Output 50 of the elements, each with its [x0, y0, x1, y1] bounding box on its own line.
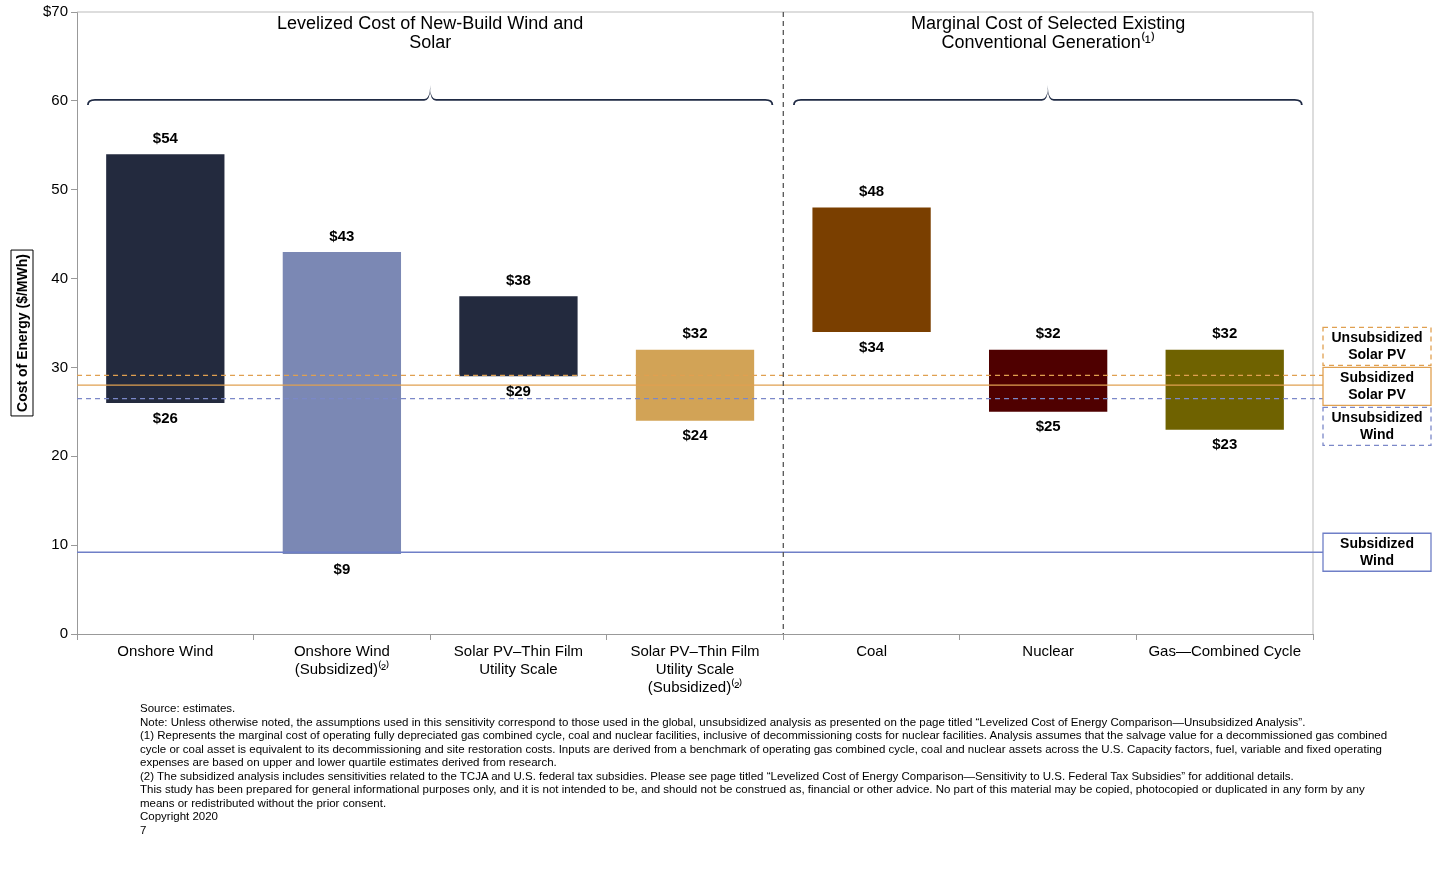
y-tick-label: $70 [43, 2, 69, 20]
bar [282, 251, 402, 555]
annotation: $38 [505, 270, 531, 288]
x-tick-label: Onshore Wind (Subsidized)⁽²⁾ [293, 642, 390, 678]
annotation: $9 [333, 559, 351, 577]
source-note: Source: estimates. [140, 702, 237, 716]
annotation: $48 [859, 182, 885, 200]
annotation: $32 [1212, 324, 1238, 342]
text: Copyright 2020 [140, 810, 219, 824]
y-tick-label: 50 [51, 179, 69, 197]
annotation: $25 [1035, 417, 1061, 435]
y-tick-label: 40 [51, 268, 69, 286]
text: (1) Represents the marginal cost of operating fully depreciated gas combined cycle, coal and nuclear facilities, inclusive of decommissioning costs for nuclear facilities. Analysis assumes that the salvage value for a decommissioned gas combined cycle or coal asset is equivalent to its decommissioning and site restoration costs. Inputs are derived from a benchmark of operating gas combined cycle, coal and nuclear assets across the U.S. Capacity factors, fuel, variable and fixed operating expenses are based on upper and lower quartile estimates derived from research. [140, 729, 1389, 770]
text: This study has been prepared for general informational purposes only, and it is not intended to be, and should not be construed as, financial or other advice. No part of this material may be copied, photocopied or duplicated in any form by any means or redistributed without the prior consent. [140, 783, 1366, 810]
ref-line-label: Subsidized Wind [1340, 534, 1414, 568]
text: Note: Unless otherwise noted, the assumptions used in this sensitivity correspond to those used in the global, unsubsidized analysis as presented on the page titled “Levelized Cost of Energy Comparison—Unsubsidized Analysis”. [140, 715, 1307, 729]
x-tick-label: Solar PV–Thin Film Utility Scale (Subsidized)⁽²⁾ [630, 642, 760, 696]
bar [106, 154, 225, 403]
bar [635, 349, 755, 421]
y-axis-title: Cost of Energy ($/MWh) [13, 254, 30, 412]
bar [459, 296, 578, 377]
y-tick-label: 10 [51, 535, 69, 553]
annotation: $32 [1035, 324, 1061, 342]
bar [1165, 349, 1284, 430]
x-tick-label: Solar PV–Thin Film Utility Scale [453, 642, 584, 678]
annotation: $23 [1212, 435, 1238, 453]
y-tick-label: 20 [51, 446, 69, 464]
annotation: $29 [505, 381, 531, 399]
x-tick-label: Coal [856, 642, 888, 660]
x-tick-label: Onshore Wind [117, 642, 214, 660]
text: 7 [140, 823, 148, 837]
annotation: $34 [859, 337, 885, 355]
annotation: Marginal Cost of Selected Existing Conventional Generation⁽¹⁾ [911, 13, 1186, 53]
bar [812, 207, 931, 332]
annotation: Levelized Cost of New-Build Wind and Solar [277, 13, 584, 53]
annotation: $24 [682, 426, 709, 444]
y-tick-label: 30 [51, 357, 69, 375]
bar [989, 349, 1108, 412]
x-tick-label: Nuclear [1022, 642, 1074, 660]
ref-line-label: Subsidized Solar PV [1340, 368, 1414, 402]
x-tick-label: Gas—Combined Cycle [1148, 642, 1301, 660]
y-tick-label: 0 [59, 624, 69, 642]
annotation: $32 [682, 324, 708, 342]
annotation: $43 [329, 226, 355, 244]
ref-line-label: Unsubsidized Solar PV [1331, 328, 1423, 362]
annotation: $26 [152, 408, 178, 426]
ref-line-label: Unsubsidized Wind [1331, 408, 1423, 442]
annotation: $54 [152, 128, 179, 146]
y-tick-label: 60 [51, 91, 69, 108]
text: (2) The subsidized analysis includes sensitivities related to the TCJA and U.S. federal tax subsidies. Please see page titled “Levelized Cost of Energy Comparison—Sensitivity to U.S. Federal Tax Subsidies” for additional details. [140, 769, 1295, 783]
